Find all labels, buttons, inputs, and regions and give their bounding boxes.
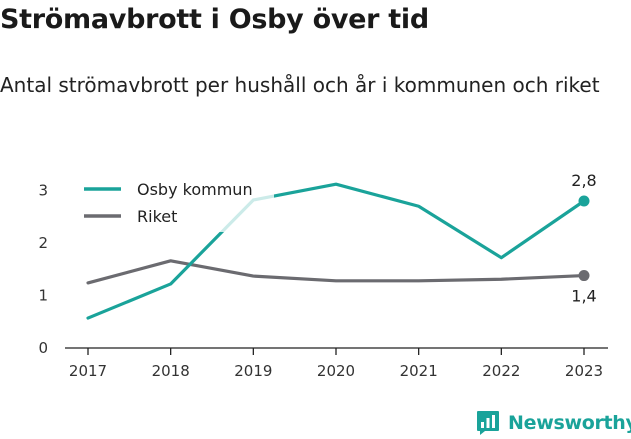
chart-subtitle: Antal strömavbrott per hushåll och år i …	[0, 73, 600, 97]
value-labels: 2,8 1,4	[571, 171, 596, 306]
x-tick-label: 2019	[234, 362, 272, 380]
x-tick-label: 2022	[482, 362, 520, 380]
end-value-label: 1,4	[571, 287, 596, 306]
end-point-marker	[578, 270, 590, 282]
y-tick-label: 0	[38, 339, 48, 357]
brand-name: Newsworthy	[508, 412, 631, 434]
y-tick-label: 1	[38, 287, 48, 305]
x-tick-label: 2020	[317, 362, 355, 380]
chart-title: Strömavbrott i Osby över tid	[0, 4, 429, 35]
newsworthy-brand: Newsworthy	[476, 408, 631, 438]
series-layer	[86, 182, 586, 320]
series-line-osby-kommun	[86, 182, 586, 320]
end-point-marker	[578, 195, 590, 207]
y-axis: 0 1 2 3	[38, 182, 48, 358]
y-tick-label: 2	[38, 234, 48, 252]
legend-background	[74, 174, 274, 232]
legend-label: Riket	[137, 207, 177, 226]
y-tick-label: 3	[38, 182, 48, 200]
end-value-label: 2,8	[571, 171, 596, 190]
series-line-riket	[86, 259, 586, 285]
bar-chart-logo-icon	[477, 411, 499, 435]
x-tick-label: 2023	[565, 362, 603, 380]
x-tick-label: 2021	[400, 362, 438, 380]
x-tick-label: 2017	[69, 362, 107, 380]
x-axis: 2017 2018 2019 2020 2021 2022 2023	[65, 347, 608, 380]
x-tick-label: 2018	[152, 362, 190, 380]
legend-label: Osby kommun	[137, 180, 253, 199]
legend: Osby kommun Riket	[74, 174, 274, 232]
